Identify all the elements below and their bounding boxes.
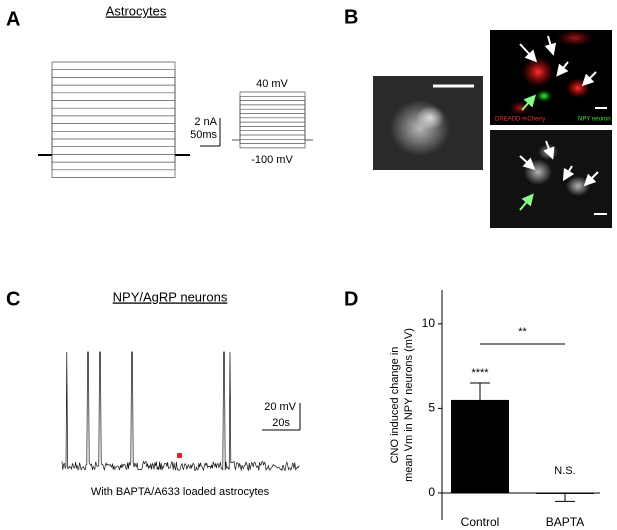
y-tick-label: 10 (422, 316, 436, 330)
annotation: N.S. (554, 465, 575, 477)
panel-label: A (6, 8, 20, 30)
panel-label: C (6, 288, 20, 310)
error-bar (470, 382, 490, 400)
y-tick-label: 5 (428, 401, 435, 415)
panel-label: B (344, 6, 358, 28)
voltage-label: -100 mV (251, 154, 293, 166)
annotation: **** (471, 367, 489, 379)
bar (451, 399, 509, 493)
micrograph (490, 130, 612, 228)
micrograph: DREADD-mCherry NPY neuron (490, 30, 612, 125)
y-tick-label: 0 (428, 485, 435, 499)
y-axis-label: CNO induced change in mean Vm in NPY neur… (389, 328, 415, 482)
x-tick-label: Control (461, 515, 500, 529)
scale-label: 20s (272, 417, 290, 429)
channel-label: NPY neuron (578, 117, 611, 123)
scale-label: 2 nA (194, 116, 217, 128)
channel-label: DREADD-mCherry (495, 117, 545, 123)
cno-marker (177, 453, 182, 458)
scale-label: 50ms (190, 129, 217, 141)
error-bar (555, 493, 575, 502)
micrograph (373, 76, 483, 170)
caption: With BAPTA/A633 loaded astrocytes (91, 486, 270, 498)
voltage-trace (61, 351, 300, 472)
bar-chart: 0 5 10 CNO induced change in mean Vm in NPY … (389, 290, 600, 529)
panel-title: Astrocytes (106, 3, 167, 18)
annotation: ** (518, 326, 527, 338)
scale-label: 20 mV (264, 401, 296, 413)
current-traces (38, 61, 313, 178)
x-tick-label: BAPTA (546, 515, 584, 529)
voltage-label: 40 mV (256, 78, 288, 90)
bar (536, 492, 594, 494)
panel-title: NPY/AgRP neurons (113, 289, 228, 304)
panel-label: D (344, 288, 358, 310)
